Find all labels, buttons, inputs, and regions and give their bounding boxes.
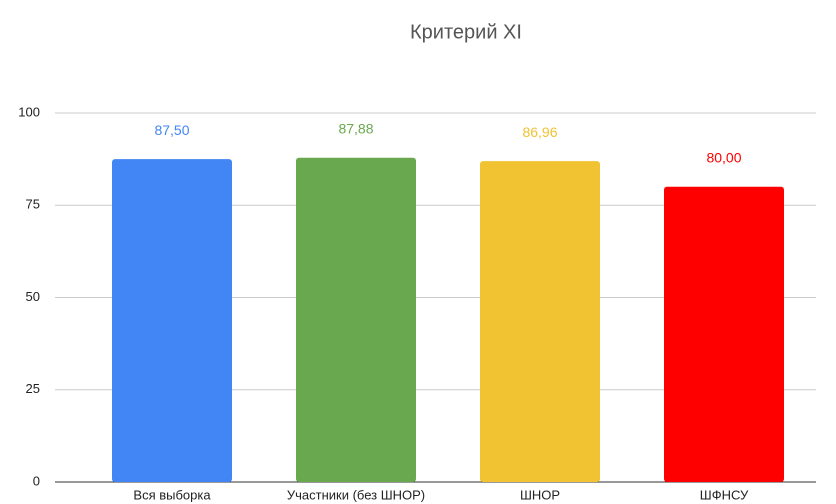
y-tick-label: 0 — [33, 473, 40, 488]
x-tick-label: Вся выборка — [133, 487, 211, 502]
value-label: 87,50 — [154, 122, 189, 138]
bar — [480, 161, 600, 482]
chart-title: Критерий XI — [410, 21, 522, 43]
y-tick-label: 75 — [26, 197, 40, 212]
bar — [112, 159, 232, 482]
value-label: 87,88 — [338, 120, 373, 136]
y-tick-label: 25 — [26, 381, 40, 396]
value-label: 80,00 — [706, 150, 741, 166]
x-tick-label: ШНОР — [520, 487, 560, 502]
y-tick-label: 100 — [18, 104, 40, 119]
x-tick-label: ШФНСУ — [700, 487, 749, 502]
bar — [296, 157, 416, 483]
y-tick-label: 50 — [26, 289, 40, 304]
x-tick-label: Участники (без ШНОР) — [287, 487, 425, 502]
value-label: 86,96 — [522, 124, 557, 140]
bar — [664, 186, 784, 483]
